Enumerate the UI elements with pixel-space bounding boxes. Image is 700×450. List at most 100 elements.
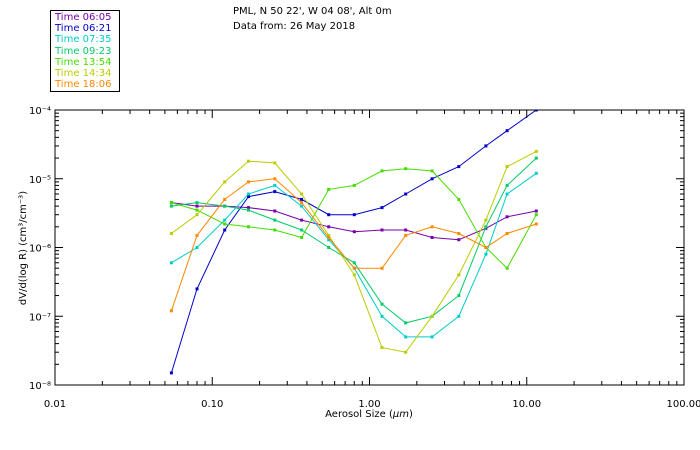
data-point [195, 213, 199, 217]
data-point [380, 206, 384, 210]
series-line-2 [170, 110, 537, 374]
data-point [505, 165, 509, 169]
x-tick-label: 0.10 [201, 399, 223, 410]
data-point [327, 238, 331, 242]
data-point [505, 183, 509, 187]
data-point [195, 204, 199, 208]
data-point [352, 261, 356, 265]
data-point [534, 171, 538, 175]
data-point [247, 180, 250, 184]
data-point [327, 213, 331, 217]
data-point [327, 236, 331, 239]
data-point [273, 228, 277, 232]
data-point [534, 209, 538, 213]
y-axis-label: dV/d(log R) (cm³/cm⁻³) [18, 191, 29, 305]
data-point [273, 209, 277, 213]
data-point [223, 180, 227, 184]
data-point [404, 350, 408, 354]
data-point [505, 215, 509, 219]
data-point [380, 346, 384, 350]
data-point [484, 218, 488, 222]
data-point [380, 228, 384, 232]
legend-item: Time 06:21 [55, 23, 112, 35]
y-tick-label: 10⁻⁸ [29, 381, 51, 392]
data-point [300, 204, 304, 208]
data-point [457, 294, 461, 298]
data-point [430, 335, 434, 339]
data-point [430, 314, 434, 318]
data-point [327, 233, 331, 237]
data-point [352, 230, 356, 234]
data-point [404, 321, 408, 325]
data-point [352, 183, 356, 187]
data-point [300, 192, 304, 196]
data-point [404, 192, 408, 196]
legend-item: Time 18:06 [55, 79, 112, 91]
data-point [457, 238, 461, 242]
date-text: Data from: 26 May 2018 [233, 21, 356, 32]
chart-header: PML, N 50 22', W 04 08', Alt 0m Data fro… [233, 4, 392, 34]
data-point [169, 201, 173, 205]
data-point [457, 314, 461, 318]
data-point [457, 273, 461, 277]
y-tick-label: 10⁻⁷ [29, 312, 51, 323]
legend: Time 06:05 Time 06:21 Time 07:35 Time 09:23… [50, 10, 120, 92]
data-point [195, 246, 199, 249]
data-point [505, 129, 509, 133]
data-point [484, 252, 488, 256]
data-point [404, 228, 408, 232]
plot-frame [54, 109, 685, 386]
data-point [247, 195, 250, 199]
data-point [534, 222, 538, 226]
data-point [484, 144, 488, 148]
data-point [300, 236, 304, 239]
legend-item: Time 07:35 [55, 34, 112, 46]
data-point [327, 225, 331, 229]
legend-item: Time 09:23 [55, 45, 112, 57]
data-point [380, 302, 384, 306]
data-point [534, 110, 538, 112]
data-point [404, 335, 408, 339]
data-point [195, 208, 199, 212]
data-point [195, 201, 199, 205]
data-point [273, 177, 277, 181]
data-point [300, 218, 304, 222]
data-point [327, 187, 331, 191]
data-point [430, 177, 434, 181]
series-group [169, 110, 538, 375]
data-point [247, 208, 250, 212]
data-point [430, 225, 434, 229]
data-point [273, 183, 277, 187]
data-point [352, 273, 356, 277]
data-point [457, 165, 461, 169]
x-tick-label: 1.00 [358, 399, 380, 410]
data-point [404, 233, 408, 237]
data-point [223, 218, 227, 222]
data-point [169, 371, 173, 375]
data-point [430, 169, 434, 173]
data-point [380, 314, 384, 318]
data-point [273, 190, 277, 194]
data-point [223, 204, 227, 208]
y-tick-label: 10⁻⁵ [29, 175, 51, 186]
legend-item: Time 06:05 [55, 12, 112, 23]
data-point [352, 213, 356, 217]
x-tick-label: 10.00 [512, 399, 541, 410]
y-tick-label: 10⁻⁶ [29, 244, 51, 255]
data-point [247, 206, 250, 210]
data-point [300, 201, 304, 205]
x-tick-label: 0.01 [44, 399, 66, 410]
data-point [380, 169, 384, 173]
data-point [457, 197, 461, 201]
data-point [169, 309, 173, 313]
data-point [327, 246, 331, 249]
x-tick-label: 100.00 [667, 399, 700, 410]
data-point [380, 266, 384, 270]
data-point [484, 246, 488, 249]
x-axis-label: Aerosol Size (μm) [325, 409, 413, 420]
data-point [534, 156, 538, 160]
y-tick-label: 10⁻⁴ [29, 106, 51, 117]
data-point [195, 287, 199, 291]
data-point [300, 228, 304, 232]
